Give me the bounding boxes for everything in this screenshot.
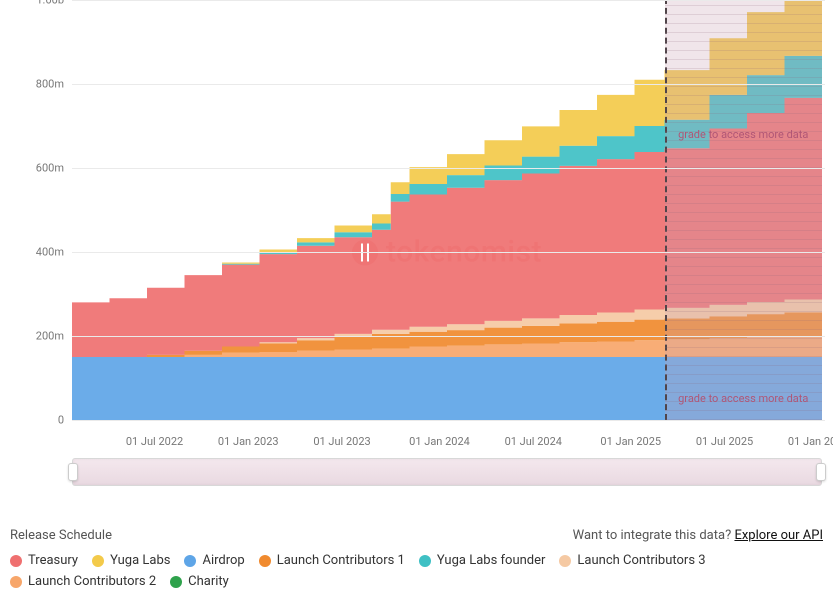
scrubber-handle-right[interactable] xyxy=(816,463,826,481)
x-tick-label: 01 Jan 2025 xyxy=(600,435,661,448)
legend-swatch-icon xyxy=(10,576,22,588)
gridline xyxy=(72,168,825,169)
today-marker xyxy=(665,0,667,420)
time-scrubber[interactable] xyxy=(72,458,822,486)
y-tick-label: 200m xyxy=(36,330,64,343)
legend-item-charity[interactable]: Charity xyxy=(170,574,229,589)
legend-label: Airdrop xyxy=(202,553,244,568)
legend-item-treasury[interactable]: Treasury xyxy=(10,553,78,568)
gridline xyxy=(72,252,825,253)
x-tick-label: 01 Jul 2022 xyxy=(126,435,183,448)
gridline xyxy=(72,0,825,1)
legend-swatch-icon xyxy=(170,576,182,588)
legend-label: Treasury xyxy=(28,553,78,568)
legend-item-launch3[interactable]: Launch Contributors 3 xyxy=(559,553,705,568)
legend: Treasury Yuga Labs Airdrop Launch Contribut… xyxy=(10,553,823,589)
legend-item-yuga_founder[interactable]: Yuga Labs founder xyxy=(419,553,546,568)
y-axis: 0200m400m600m800m1.00b xyxy=(10,0,70,420)
x-tick-label: 01 Jan 2023 xyxy=(218,435,279,448)
legend-label: Launch Contributors 1 xyxy=(277,553,405,568)
gridline xyxy=(72,420,825,421)
legend-item-launch2[interactable]: Launch Contributors 2 xyxy=(10,574,156,589)
cta: Want to integrate this data? Explore our… xyxy=(573,528,823,543)
legend-label: Yuga Labs founder xyxy=(437,553,546,568)
legend-swatch-icon xyxy=(184,555,196,567)
gridline xyxy=(72,84,825,85)
legend-label: Launch Contributors 2 xyxy=(28,574,156,589)
legend-label: Launch Contributors 3 xyxy=(577,553,705,568)
x-tick-label: 01 Jul 2024 xyxy=(505,435,562,448)
legend-item-airdrop[interactable]: Airdrop xyxy=(184,553,244,568)
x-tick-label: 01 Jul 2025 xyxy=(696,435,753,448)
x-axis: 01 Jul 2022 01 Jan 2023 01 Jul 2023 01 Jan … xyxy=(72,435,822,453)
legend-label: Yuga Labs xyxy=(110,553,170,568)
footer: Release Schedule Want to integrate this … xyxy=(10,528,823,589)
x-tick-label: 01 Jul 2023 xyxy=(313,435,370,448)
legend-swatch-icon xyxy=(419,555,431,567)
cta-prefix: Want to integrate this data? xyxy=(573,528,735,543)
legend-swatch-icon xyxy=(10,555,22,567)
y-tick-label: 800m xyxy=(36,78,64,91)
legend-swatch-icon xyxy=(92,555,104,567)
legend-swatch-icon xyxy=(259,555,271,567)
legend-item-launch1[interactable]: Launch Contributors 1 xyxy=(259,553,405,568)
legend-label: Charity xyxy=(188,574,229,589)
scrubber-handle-left[interactable] xyxy=(68,463,78,481)
series-airdrop xyxy=(72,357,822,420)
chart-plot[interactable]: tokenomist Today grade to access more da… xyxy=(72,0,822,420)
stacked-area-svg xyxy=(72,0,822,420)
cta-link[interactable]: Explore our API xyxy=(734,528,823,543)
y-tick-label: 400m xyxy=(36,246,64,259)
x-tick-label: 01 Jan 2026 xyxy=(788,435,833,448)
y-tick-label: 0 xyxy=(58,414,64,427)
y-tick-label: 600m xyxy=(36,162,64,175)
x-tick-label: 01 Jan 2024 xyxy=(409,435,470,448)
y-tick-label: 1.00b xyxy=(36,0,64,7)
chart-container: 0 200m 400m 600m 800m 1.00b tokenomist Today … xyxy=(10,0,825,470)
footer-row: Release Schedule Want to integrate this … xyxy=(10,528,823,543)
gridline xyxy=(72,336,825,337)
legend-item-yuga_labs[interactable]: Yuga Labs xyxy=(92,553,170,568)
release-schedule-title: Release Schedule xyxy=(10,528,112,543)
legend-swatch-icon xyxy=(559,555,571,567)
